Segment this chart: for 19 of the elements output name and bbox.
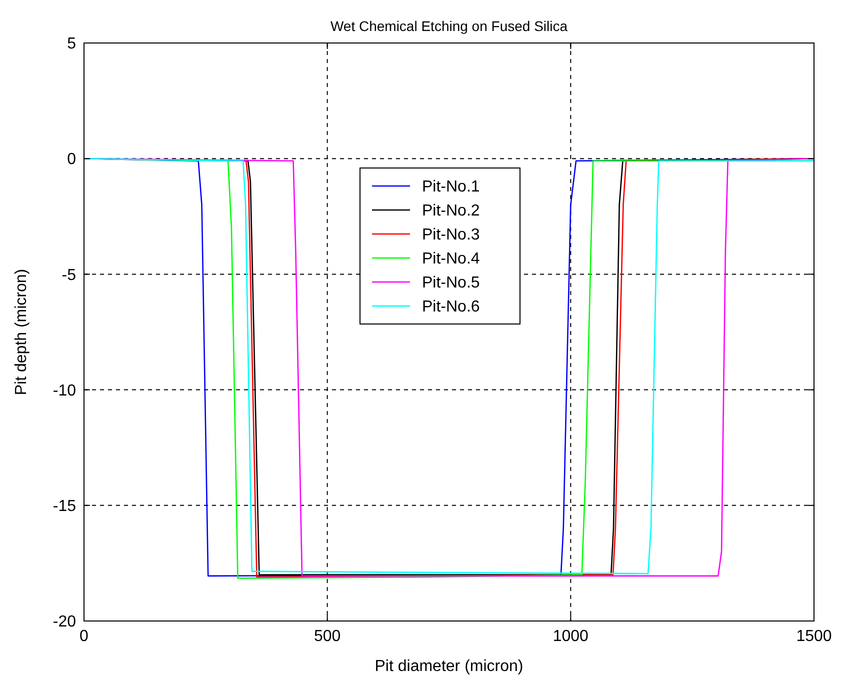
x-tick-label: 1500 xyxy=(796,628,832,645)
y-tick-label: -5 xyxy=(62,266,76,284)
legend-label: Pit-No.5 xyxy=(422,274,480,292)
y-tick-label: -15 xyxy=(52,498,76,515)
x-tick-label: 0 xyxy=(80,628,89,645)
y-axis-title: Pit depth (micron) xyxy=(13,268,30,396)
x-tick-label: 1000 xyxy=(552,628,589,645)
x-axis-title: Pit diameter (micron) xyxy=(374,658,524,675)
legend-label: Pit-No.2 xyxy=(422,202,480,220)
y-tick-label: -10 xyxy=(52,382,76,400)
y-tick-label: 5 xyxy=(67,36,76,53)
chart-title: Wet Chemical Etching on Fused Silica xyxy=(330,18,568,34)
legend-label: Pit-No.3 xyxy=(422,226,480,244)
legend-label: Pit-No.4 xyxy=(422,250,480,268)
legend-label: Pit-No.6 xyxy=(422,298,480,316)
x-tick-label: 500 xyxy=(314,628,341,645)
legend-label: Pit-No.1 xyxy=(422,178,480,196)
y-tick-label: 0 xyxy=(67,151,76,168)
y-tick-label: -20 xyxy=(52,614,76,631)
